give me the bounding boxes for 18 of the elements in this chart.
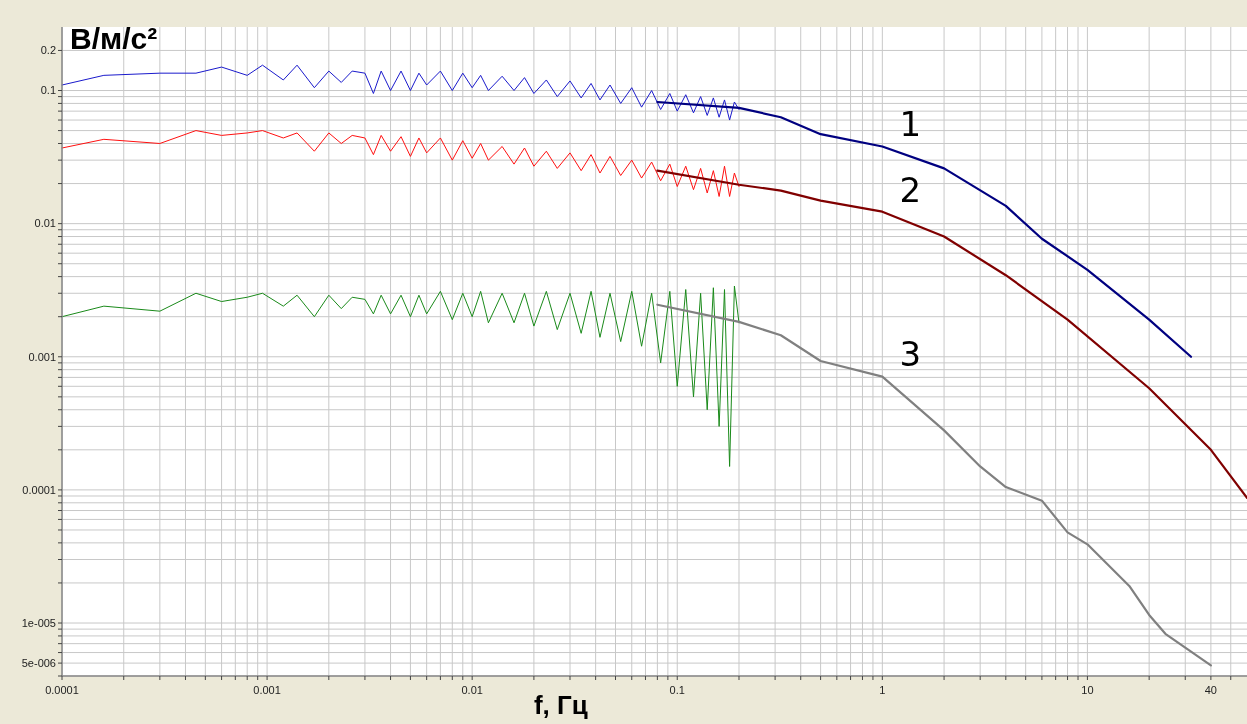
x-tick-label: 0.001 (253, 684, 281, 696)
y-tick-label: 0.2 (40, 44, 56, 57)
series-label: 3 (899, 334, 922, 375)
x-tick-label: 10 (1081, 684, 1094, 696)
y-tick-label: 0.0001 (22, 483, 56, 496)
y-tick-label: 0.1 (40, 84, 56, 97)
x-axis-title: f, Гц (533, 690, 588, 720)
y-tick-label: 0.001 (28, 350, 56, 363)
x-tick-label: 1 (879, 684, 886, 696)
y-axis-title: В/м/с² (70, 22, 158, 55)
series-label: 1 (899, 104, 922, 145)
y-tick-label: 5e-006 (21, 656, 56, 669)
series-label: 2 (899, 169, 922, 210)
x-tick-label: 40 (1204, 684, 1218, 696)
x-tick-label: 0.01 (461, 684, 483, 696)
y-tick-label: 0.01 (34, 217, 56, 230)
x-tick-label: 0.1 (669, 684, 685, 696)
y-tick-label: 1e-005 (21, 616, 56, 629)
